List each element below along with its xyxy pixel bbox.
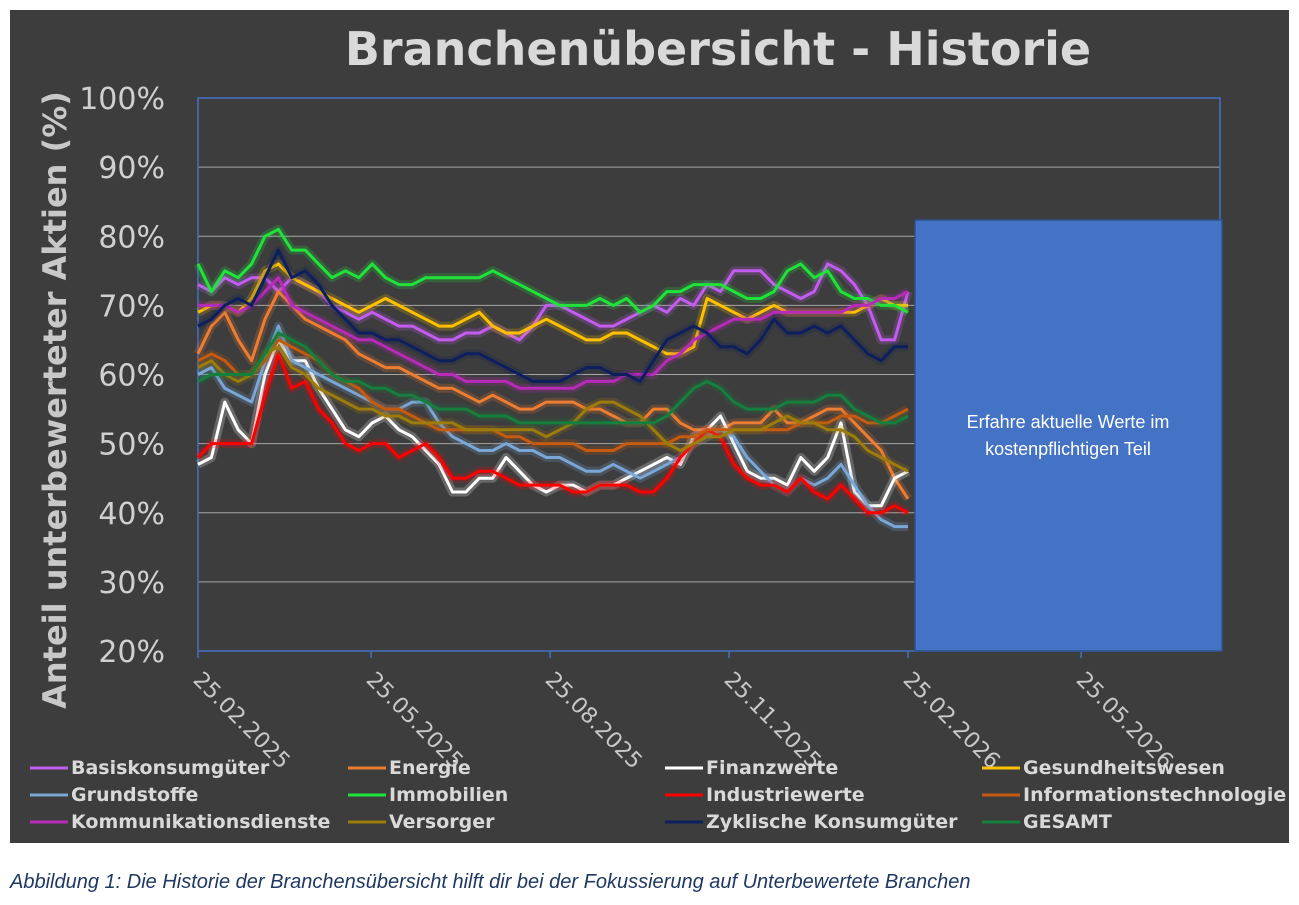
legend-label: Versorger	[389, 811, 495, 833]
legend-item: Industriewerte	[665, 784, 865, 806]
y-tick-label: 30%	[98, 566, 165, 601]
series-line	[197, 338, 909, 508]
legend-item: GESAMT	[982, 811, 1112, 833]
legend-label: Finanzwerte	[706, 757, 838, 779]
chart-title: Branchenübersicht - Historie	[345, 22, 1091, 76]
legend-label: Gesundheitswesen	[1023, 757, 1225, 779]
paywall-text-line1: Erfahre aktuelle Werte im	[967, 412, 1170, 432]
legend-label: Immobilien	[389, 784, 508, 806]
y-axis-label: Anteil unterbewerteter Aktien (%)	[36, 91, 74, 709]
y-tick-label: 50%	[98, 428, 165, 463]
legend-item: Basiskonsumgüter	[30, 757, 270, 779]
legend-label: Grundstoffe	[71, 784, 198, 806]
series-versorger	[195, 342, 911, 476]
legend-item: Kommunikationsdienste	[30, 811, 330, 833]
paywall-overlay[interactable]: Erfahre aktuelle Werte im kostenpflichti…	[914, 219, 1223, 652]
legend-label: Energie	[389, 757, 471, 779]
y-tick-label: 60%	[98, 359, 165, 394]
legend-label: Zyklische Konsumgüter	[706, 811, 958, 833]
series-line	[197, 345, 909, 473]
legend-item: Energie	[348, 757, 471, 779]
y-tick-label: 100%	[79, 82, 165, 117]
legend-item: Informationstechnologie	[982, 784, 1286, 806]
series-line	[197, 331, 909, 425]
legend-label: Basiskonsumgüter	[71, 757, 270, 779]
series-immobilien	[193, 224, 911, 317]
y-tick-label: 80%	[98, 220, 165, 255]
figure-caption: Abbildung 1: Die Historie der Branchensü…	[10, 871, 971, 893]
x-axis-ticks: 25.02.2025 25.05.2025 25.08.2025 25.11.2025…	[188, 651, 1178, 774]
x-tick-label: 25.02.2026	[898, 668, 1005, 775]
legend-item: Zyklische Konsumgüter	[665, 811, 958, 833]
legend-label: Industriewerte	[706, 784, 865, 806]
legend-label: Informationstechnologie	[1023, 784, 1286, 806]
series-zyklische konsumgüter	[195, 245, 908, 386]
series-line	[196, 352, 909, 515]
y-axis-ticks: 100% 90% 80% 70% 60% 50% 40% 30% 20%	[79, 82, 165, 670]
paywall-overlay-box[interactable]	[914, 219, 1223, 652]
legend-item: Grundstoffe	[30, 784, 198, 806]
legend-item: Immobilien	[348, 784, 508, 806]
y-tick-label: 40%	[98, 497, 165, 532]
series-gesamt	[195, 328, 911, 428]
series-finanzwerte	[195, 335, 911, 511]
legend-item: Versorger	[348, 811, 495, 833]
legend: Basiskonsumgüter Energie Finanzwerte Gesund…	[30, 757, 1286, 833]
y-tick-label: 20%	[98, 635, 165, 670]
series-line	[198, 276, 909, 390]
grid	[198, 166, 1220, 583]
series-line	[196, 290, 910, 500]
series-kommunikationsdienste	[198, 273, 911, 393]
series-line	[197, 248, 908, 383]
chart-panel: Branchenübersicht - Historie Anteil unte…	[10, 10, 1289, 843]
series-industriewerte	[194, 349, 911, 518]
series-energie	[193, 287, 912, 502]
legend-item: Finanzwerte	[665, 757, 838, 779]
x-tick-label: 25.08.2025	[540, 668, 647, 775]
legend-item: Gesundheitswesen	[982, 757, 1225, 779]
series-lines	[193, 224, 913, 532]
chart-svg: Branchenübersicht - Historie Anteil unte…	[30, 22, 1286, 833]
legend-label: GESAMT	[1023, 811, 1112, 833]
series-line	[196, 227, 909, 314]
y-tick-label: 70%	[98, 289, 165, 324]
paywall-text-line2: kostenpflichtigen Teil	[985, 439, 1151, 459]
legend-label: Kommunikationsdienste	[71, 811, 330, 833]
y-tick-label: 90%	[98, 151, 165, 186]
